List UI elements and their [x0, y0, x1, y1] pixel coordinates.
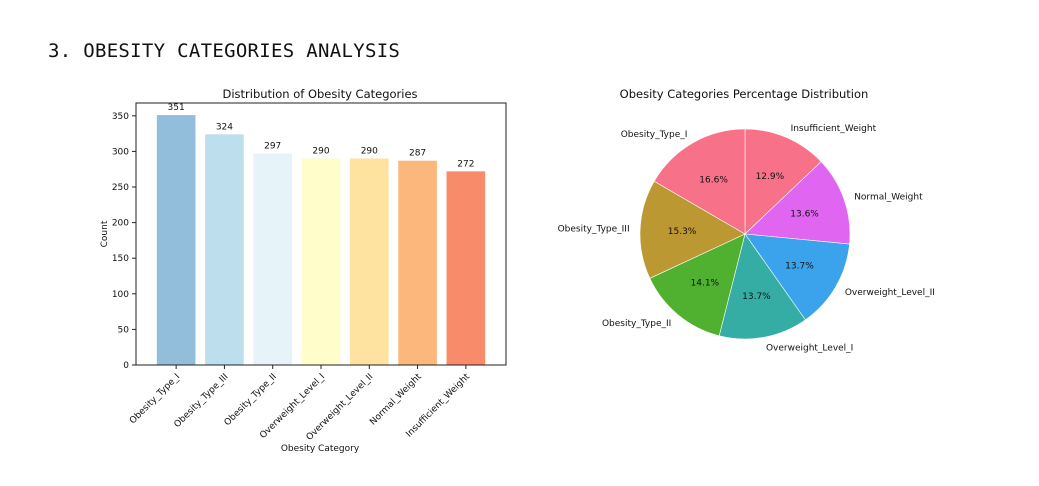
pie-category-label: Obesity_Type_II: [602, 319, 671, 329]
pie-slice: [718, 233, 806, 340]
bar-value-label: 351: [168, 103, 185, 113]
pie-pct-label: 15.3%: [668, 227, 697, 237]
pie-pct-label: 16.6%: [699, 175, 728, 185]
bar-chart-title: Distribution of Obesity Categories: [222, 87, 417, 101]
bar: [253, 153, 293, 365]
pie-slice: [744, 233, 850, 321]
bar-chart-xlabel: Obesity Category: [281, 444, 360, 454]
bar-value-label: 287: [409, 149, 426, 159]
pie-pct-label: 13.6%: [790, 209, 819, 219]
bar: [156, 115, 196, 365]
pie-slice: [744, 128, 822, 235]
bar-ytick-label: 150: [112, 254, 129, 264]
pie-slice: [653, 128, 746, 235]
pie-category-label: Overweight_Level_I: [766, 344, 853, 354]
bar-ytick-label: 350: [112, 112, 129, 122]
pie-pct-label: 12.9%: [756, 172, 785, 182]
pie-pct-label: 13.7%: [785, 262, 814, 272]
bar-value-label: 324: [216, 122, 233, 132]
bar: [446, 171, 486, 365]
bar-ytick-label: 100: [112, 290, 129, 300]
pie-category-label: Obesity_Type_III: [558, 225, 630, 235]
pie-slice: [639, 180, 746, 279]
pie-slice: [649, 233, 746, 337]
bar: [301, 158, 341, 365]
bar-ytick-label: 300: [112, 147, 129, 157]
bar-chart-ylabel: Count: [100, 220, 110, 247]
section-heading: 3. OBESITY CATEGORIES ANALYSIS: [48, 40, 401, 62]
bar-ytick-label: 250: [112, 183, 129, 193]
pie-pct-label: 14.1%: [691, 279, 720, 289]
bar-value-label: 290: [312, 147, 329, 157]
bar-value-label: 272: [457, 159, 474, 169]
pie-slice: [744, 161, 851, 245]
bar-ytick-label: 200: [112, 219, 129, 229]
bar: [205, 134, 244, 365]
pie-category-label: Normal_Weight: [854, 192, 923, 202]
pie-category-label: Overweight_Level_II: [845, 288, 935, 298]
bar-ytick-label: 0: [123, 361, 129, 371]
pie-chart-title: Obesity Categories Percentage Distributi…: [620, 87, 869, 101]
pie-pct-label: 13.7%: [742, 292, 771, 302]
bar: [349, 158, 389, 365]
pie-category-label: Obesity_Type_I: [621, 130, 688, 140]
bar-plot-frame: [135, 102, 507, 366]
bar-ytick-label: 50: [118, 325, 130, 335]
bar-value-label: 290: [361, 147, 378, 157]
pie-category-label: Insufficient_Weight: [791, 124, 877, 134]
bar-value-label: 297: [264, 142, 281, 152]
bar: [398, 160, 437, 365]
